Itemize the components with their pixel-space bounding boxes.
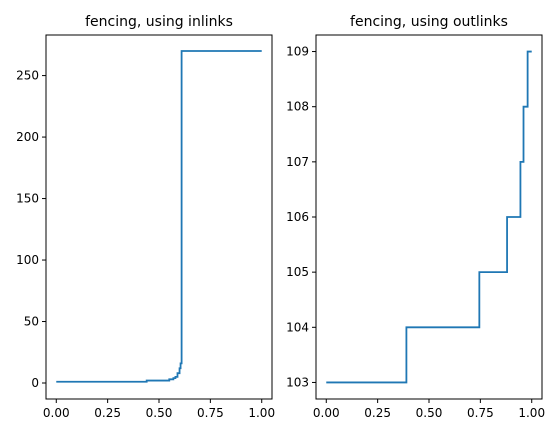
x-tick-label-inlinks: 1.00 — [248, 406, 275, 420]
x-tick-label-outlinks: 0.00 — [313, 406, 340, 420]
y-axis-outlinks: 103 104 105 106 107 108 109 — [286, 45, 316, 389]
x-tick-label-inlinks: 0.00 — [43, 406, 70, 420]
x-tick-label-inlinks: 0.25 — [94, 406, 121, 420]
subplot-inlinks: fencing, using inlinks 0.00 0.25 0.50 0.75 1… — [16, 14, 275, 420]
chart-title-inlinks: fencing, using inlinks — [85, 14, 233, 30]
y-tick-label-inlinks: 250 — [16, 69, 39, 83]
y-tick-label-outlinks: 104 — [286, 320, 309, 334]
series-line-inlinks — [56, 50, 262, 383]
x-axis-outlinks: 0.00 0.25 0.50 0.75 1.00 — [313, 399, 545, 420]
x-tick-label-outlinks: 0.25 — [364, 406, 391, 420]
y-tick-label-outlinks: 105 — [286, 265, 309, 279]
x-tick-label-inlinks: 0.75 — [197, 406, 224, 420]
x-tick-label-outlinks: 0.50 — [416, 406, 443, 420]
y-tick-label-outlinks: 109 — [286, 45, 309, 59]
plot-area-inlinks — [56, 50, 262, 383]
subplot-outlinks: fencing, using outlinks 0.00 0.25 0.50 0.75… — [286, 14, 545, 420]
x-tick-label-inlinks: 0.50 — [146, 406, 173, 420]
y-tick-label-outlinks: 103 — [286, 375, 309, 389]
y-tick-label-outlinks: 107 — [286, 155, 309, 169]
x-tick-label-outlinks: 1.00 — [518, 406, 545, 420]
plot-area-outlinks — [326, 50, 532, 384]
y-tick-label-outlinks: 108 — [286, 100, 309, 114]
y-tick-label-inlinks: 100 — [16, 253, 39, 267]
y-tick-label-inlinks: 50 — [24, 315, 39, 329]
y-tick-label-outlinks: 106 — [286, 210, 309, 224]
y-tick-label-inlinks: 0 — [31, 376, 39, 390]
x-tick-label-outlinks: 0.75 — [467, 406, 494, 420]
y-axis-inlinks: 0 50 100 150 200 250 — [16, 69, 46, 390]
series-line-outlinks — [326, 50, 532, 384]
y-tick-label-inlinks: 150 — [16, 192, 39, 206]
x-axis-inlinks: 0.00 0.25 0.50 0.75 1.00 — [43, 399, 275, 420]
y-tick-label-inlinks: 200 — [16, 130, 39, 144]
chart-title-outlinks: fencing, using outlinks — [350, 14, 508, 30]
